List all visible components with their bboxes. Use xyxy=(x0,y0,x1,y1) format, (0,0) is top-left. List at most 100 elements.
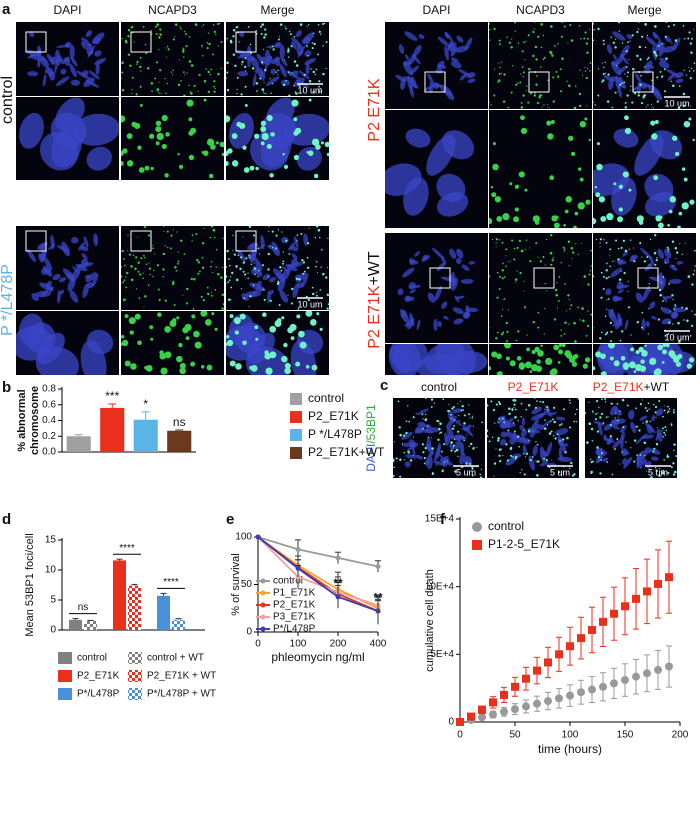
foci xyxy=(665,344,670,348)
foci xyxy=(500,61,502,64)
foci xyxy=(633,370,637,373)
point xyxy=(610,679,618,688)
foci xyxy=(516,270,518,272)
foci xyxy=(590,249,592,252)
foci xyxy=(588,401,590,403)
foci xyxy=(654,405,658,409)
foci xyxy=(210,226,214,228)
foci xyxy=(516,356,522,361)
foci xyxy=(549,50,552,54)
foci xyxy=(226,61,229,65)
foci xyxy=(231,133,238,139)
point xyxy=(295,546,301,552)
foci xyxy=(523,429,525,431)
foci xyxy=(129,64,132,67)
micrograph-bg xyxy=(121,22,224,96)
chromatin xyxy=(641,83,648,89)
foci xyxy=(202,54,204,57)
foci xyxy=(566,436,569,440)
foci xyxy=(405,420,408,423)
foci xyxy=(167,246,169,249)
micrograph-bg xyxy=(16,226,119,310)
micrograph xyxy=(385,110,488,228)
chromatin xyxy=(617,289,624,294)
foci xyxy=(177,83,181,87)
foci xyxy=(607,416,609,418)
y-axis-label: % of survival xyxy=(230,553,242,615)
foci xyxy=(213,30,216,33)
foci xyxy=(520,366,524,370)
foci xyxy=(126,160,134,167)
chromatin xyxy=(94,50,102,57)
foci xyxy=(319,236,321,239)
foci xyxy=(247,26,250,28)
bar xyxy=(100,407,125,452)
foci xyxy=(259,25,263,28)
foci xyxy=(293,154,300,161)
foci xyxy=(178,59,181,61)
foci xyxy=(649,238,652,241)
chromatin xyxy=(676,261,684,265)
foci xyxy=(664,262,667,264)
foci xyxy=(172,318,177,323)
foci xyxy=(646,58,649,61)
column-header-part: control xyxy=(421,380,457,394)
foci xyxy=(655,259,658,262)
chromatin xyxy=(642,285,651,301)
foci xyxy=(232,234,234,237)
foci xyxy=(472,447,475,450)
foci xyxy=(257,244,259,246)
foci xyxy=(492,142,496,146)
foci xyxy=(659,293,663,297)
foci xyxy=(489,22,491,25)
foci xyxy=(632,247,634,249)
foci xyxy=(671,240,675,243)
foci xyxy=(155,120,162,126)
foci xyxy=(186,287,189,291)
point xyxy=(555,650,563,659)
foci xyxy=(498,454,501,457)
foci xyxy=(587,67,589,70)
foci xyxy=(121,115,126,123)
foci xyxy=(247,272,249,274)
foci xyxy=(278,303,281,306)
foci xyxy=(425,398,427,400)
legend-label: control xyxy=(308,391,344,405)
foci xyxy=(545,357,553,366)
foci xyxy=(184,33,187,36)
foci xyxy=(600,459,603,461)
foci xyxy=(206,364,213,371)
chromatin xyxy=(656,428,663,442)
foci xyxy=(277,69,279,72)
foci xyxy=(518,445,520,448)
foci xyxy=(568,265,570,267)
chromatin xyxy=(402,267,415,278)
micrograph xyxy=(121,22,224,96)
foci xyxy=(227,148,233,154)
foci xyxy=(543,56,546,59)
foci xyxy=(177,251,179,253)
column-header-part: +WT xyxy=(644,380,670,394)
chromatin xyxy=(37,242,48,250)
foci xyxy=(527,430,531,433)
foci xyxy=(232,249,234,251)
chromatin xyxy=(456,248,464,259)
foci xyxy=(202,299,205,302)
chromatin xyxy=(674,72,684,79)
foci xyxy=(232,35,235,38)
chromatin xyxy=(257,67,264,77)
foci xyxy=(210,260,213,263)
foci xyxy=(656,76,659,79)
foci xyxy=(514,278,518,281)
foci xyxy=(324,141,329,148)
foci xyxy=(529,370,533,373)
foci xyxy=(520,101,523,104)
foci xyxy=(653,175,659,181)
legend-swatch xyxy=(290,411,302,423)
foci xyxy=(319,289,322,291)
foci xyxy=(571,257,573,259)
foci xyxy=(667,472,670,474)
foci xyxy=(573,225,577,228)
foci xyxy=(190,92,193,95)
foci xyxy=(644,407,647,410)
